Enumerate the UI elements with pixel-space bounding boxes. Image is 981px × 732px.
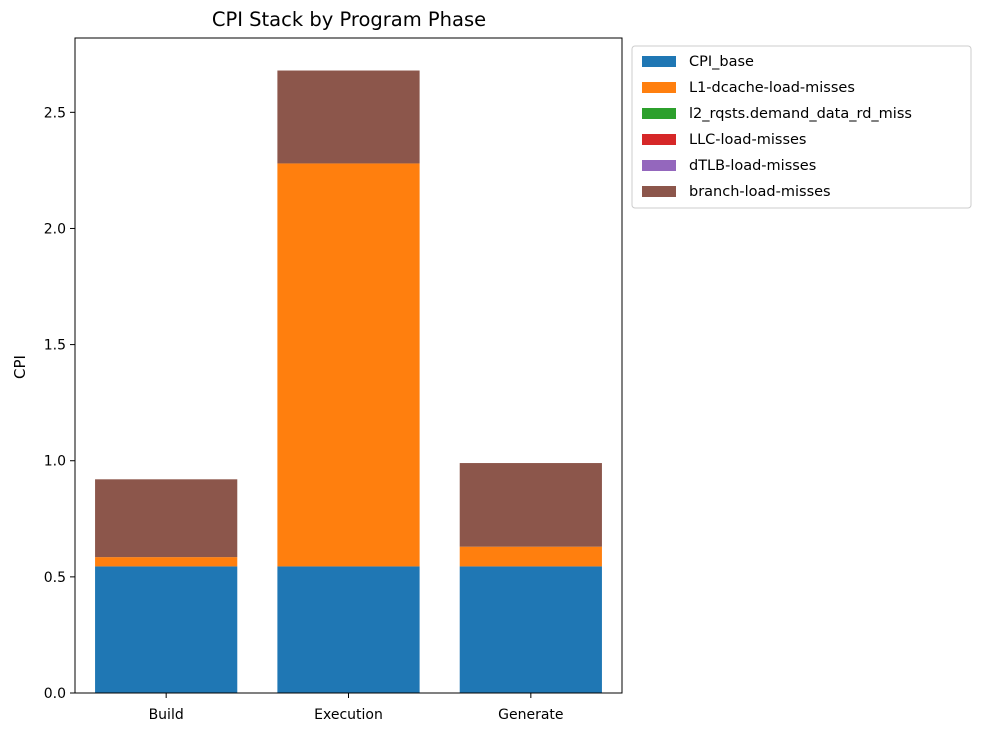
chart-title: CPI Stack by Program Phase [212, 8, 486, 31]
x-tick-label: Execution [314, 707, 383, 723]
y-axis-label: CPI [11, 355, 29, 379]
y-tick-label: 2.5 [44, 105, 66, 121]
bar-segment-build-5 [95, 479, 238, 558]
legend-swatch [642, 108, 676, 119]
bar-segment-execution-1 [277, 163, 420, 567]
legend-label: LLC-load-misses [689, 132, 806, 148]
y-tick-label: 0.5 [44, 570, 66, 586]
x-axis-ticks: Build Execution Generate [149, 693, 564, 723]
legend: CPI_base L1-dcache-load-misses l2_rqsts.de… [631, 45, 972, 209]
legend-label: l2_rqsts.demand_data_rd_miss [689, 106, 912, 122]
y-tick-label: 0.0 [44, 686, 66, 702]
bar-segment-generate-0 [459, 566, 602, 693]
bars [95, 70, 602, 693]
legend-swatch [642, 134, 676, 145]
legend-label: L1-dcache-load-misses [689, 80, 855, 96]
legend-swatch [642, 56, 676, 67]
legend-swatch [642, 82, 676, 93]
bar-segment-build-0 [95, 566, 238, 693]
legend-swatch [642, 186, 676, 197]
legend-label: dTLB-load-misses [689, 158, 816, 174]
y-tick-label: 1.0 [44, 454, 66, 470]
bar-segment-generate-1 [459, 546, 602, 567]
legend-swatch [642, 160, 676, 171]
y-tick-label: 2.0 [44, 221, 66, 237]
y-tick-label: 1.5 [44, 338, 66, 354]
bar-segment-execution-0 [277, 566, 420, 693]
legend-label: branch-load-misses [689, 184, 831, 200]
bar-segment-execution-5 [277, 70, 420, 164]
legend-box [631, 45, 972, 209]
legend-label: CPI_base [689, 54, 754, 70]
plot-area-frame [74, 37, 623, 694]
bar-segment-build-1 [95, 557, 238, 567]
x-tick-label: Generate [498, 707, 563, 723]
bar-segment-generate-5 [459, 463, 602, 547]
x-tick-label: Build [149, 707, 184, 723]
y-axis-ticks: 0.0 0.5 1.0 1.5 2.0 2.5 [44, 105, 75, 702]
